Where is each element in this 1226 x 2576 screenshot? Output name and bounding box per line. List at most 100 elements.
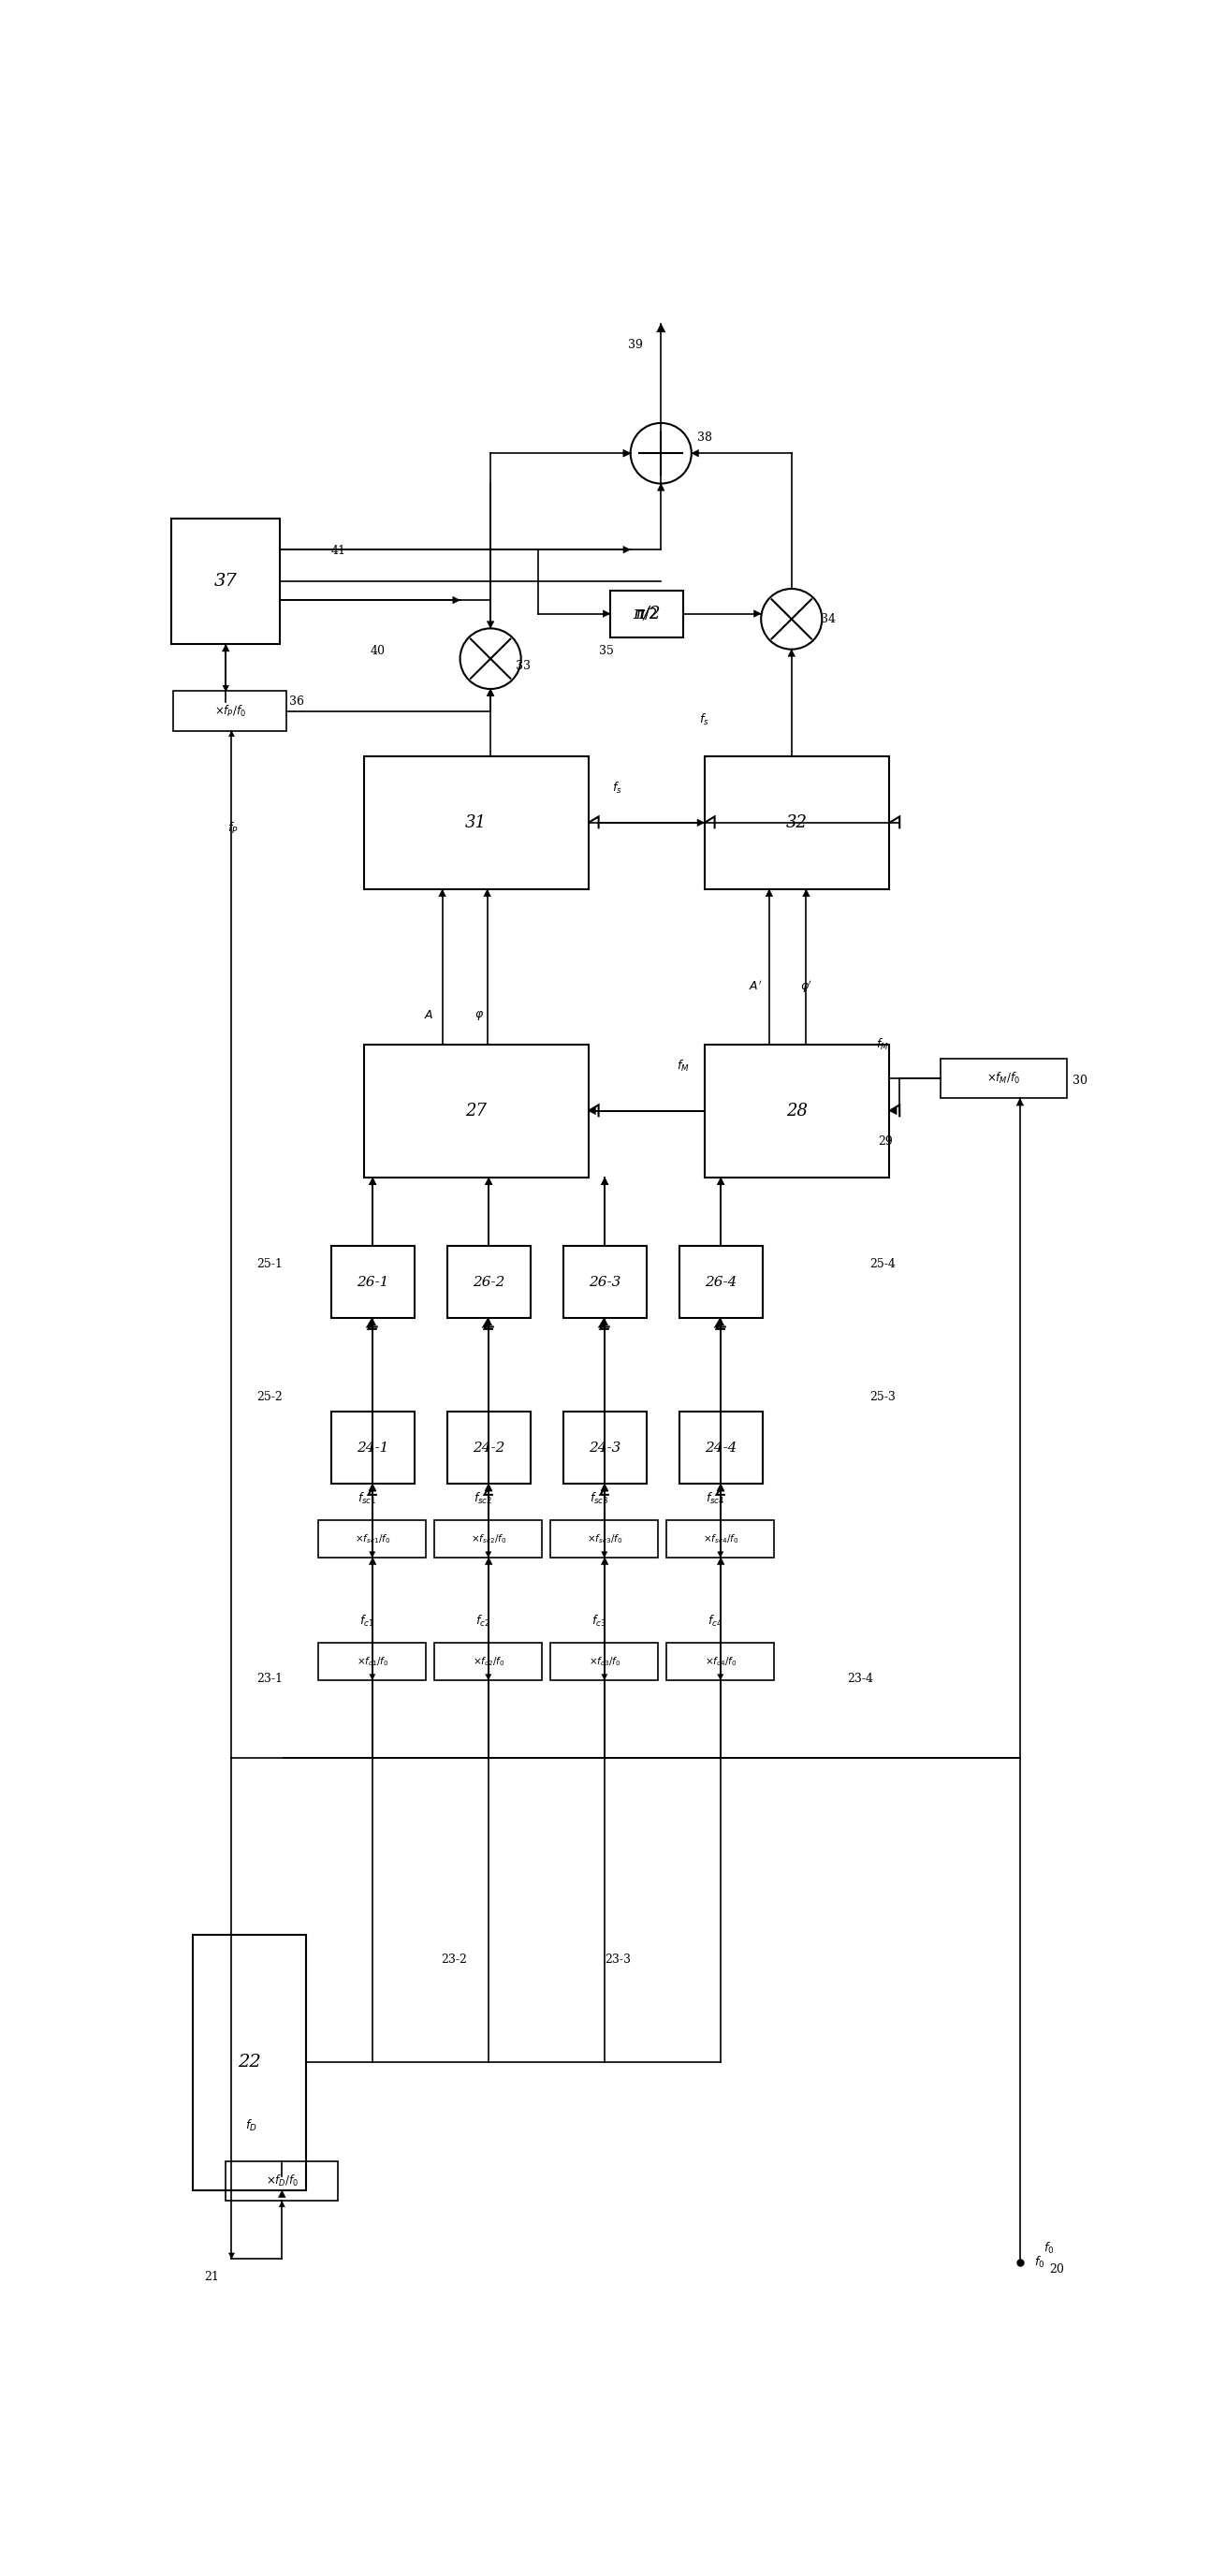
Polygon shape <box>623 451 630 456</box>
Text: 29: 29 <box>879 1136 894 1149</box>
Text: 20: 20 <box>1048 2264 1064 2275</box>
Text: 35: 35 <box>600 647 614 657</box>
Text: $f_M$: $f_M$ <box>677 1059 689 1074</box>
Text: $A$: $A$ <box>424 1010 434 1023</box>
Polygon shape <box>601 1319 608 1327</box>
Polygon shape <box>765 889 772 896</box>
Text: 32: 32 <box>786 814 808 832</box>
Text: $f_{sc4}$: $f_{sc4}$ <box>706 1492 725 1507</box>
Polygon shape <box>229 732 234 737</box>
Bar <box>705 1043 889 1177</box>
Text: 24-4: 24-4 <box>705 1443 737 1455</box>
Text: 24-3: 24-3 <box>588 1443 620 1455</box>
Text: 24-1: 24-1 <box>357 1443 389 1455</box>
Polygon shape <box>369 1551 375 1558</box>
Text: $\times f_P/f_0$: $\times f_P/f_0$ <box>213 703 245 719</box>
Bar <box>447 1412 531 1484</box>
Polygon shape <box>717 1558 725 1564</box>
Text: 23-2: 23-2 <box>441 1953 467 1965</box>
Text: 30: 30 <box>1073 1074 1087 1087</box>
Polygon shape <box>485 1674 492 1680</box>
Bar <box>226 2161 338 2200</box>
Text: 23-4: 23-4 <box>847 1672 873 1685</box>
Polygon shape <box>369 1484 376 1492</box>
Text: $f_{sc2}$: $f_{sc2}$ <box>473 1492 493 1507</box>
Polygon shape <box>487 688 494 696</box>
Polygon shape <box>223 685 229 690</box>
Text: $f_{sc3}$: $f_{sc3}$ <box>590 1492 609 1507</box>
Polygon shape <box>280 2200 284 2208</box>
Polygon shape <box>601 1177 608 1185</box>
Text: $f_{sc1}$: $f_{sc1}$ <box>358 1492 376 1507</box>
Polygon shape <box>485 1177 493 1185</box>
Bar <box>563 1412 646 1484</box>
Bar <box>319 1643 425 1680</box>
Polygon shape <box>717 1674 723 1680</box>
Polygon shape <box>278 2190 286 2197</box>
Bar <box>611 590 683 636</box>
Bar <box>194 1935 305 2190</box>
Text: $\varphi'$: $\varphi'$ <box>799 979 812 994</box>
Text: 23-3: 23-3 <box>604 1953 630 1965</box>
Polygon shape <box>601 1484 608 1492</box>
Text: $\times f_{c1}/f_0$: $\times f_{c1}/f_0$ <box>356 1654 389 1667</box>
Bar <box>563 1247 646 1319</box>
Polygon shape <box>601 1484 608 1492</box>
Bar <box>172 518 281 644</box>
Text: 41: 41 <box>331 544 346 556</box>
Text: 37: 37 <box>215 572 238 590</box>
Bar <box>940 1059 1067 1097</box>
Polygon shape <box>487 621 494 629</box>
Bar <box>435 1643 542 1680</box>
Polygon shape <box>717 1551 723 1558</box>
Bar <box>611 590 683 636</box>
Text: 26-4: 26-4 <box>705 1275 737 1288</box>
Polygon shape <box>623 546 630 554</box>
Text: $f_{c3}$: $f_{c3}$ <box>592 1613 607 1628</box>
Text: 40: 40 <box>370 647 386 657</box>
Bar <box>319 1520 425 1558</box>
Polygon shape <box>691 451 699 456</box>
Polygon shape <box>698 819 705 827</box>
Text: $\times f_{sc2}/f_0$: $\times f_{sc2}/f_0$ <box>471 1533 506 1546</box>
Bar <box>364 755 588 889</box>
Bar <box>667 1520 774 1558</box>
Text: $f_s$: $f_s$ <box>613 781 623 796</box>
Polygon shape <box>717 1319 725 1327</box>
Polygon shape <box>602 1551 607 1558</box>
Text: $f_D$: $f_D$ <box>245 2117 257 2133</box>
Polygon shape <box>369 1177 376 1185</box>
Polygon shape <box>485 1551 492 1558</box>
Polygon shape <box>487 688 494 696</box>
Bar <box>705 755 889 889</box>
Bar <box>667 1643 774 1680</box>
Text: 33: 33 <box>516 659 531 672</box>
Bar <box>331 1247 414 1319</box>
Polygon shape <box>485 1484 493 1492</box>
Text: 25-1: 25-1 <box>256 1257 282 1270</box>
Text: $\times f_{c3}/f_0$: $\times f_{c3}/f_0$ <box>588 1654 620 1667</box>
Polygon shape <box>369 1484 376 1492</box>
Text: $f_0$: $f_0$ <box>1035 2254 1046 2269</box>
Text: 25-3: 25-3 <box>869 1391 895 1404</box>
Text: 26-1: 26-1 <box>357 1275 389 1288</box>
Polygon shape <box>588 1108 596 1115</box>
Polygon shape <box>1016 1097 1024 1105</box>
Polygon shape <box>754 611 761 618</box>
Text: $\times f_{sc4}/f_0$: $\times f_{sc4}/f_0$ <box>702 1533 738 1546</box>
Polygon shape <box>717 1177 725 1185</box>
Text: $f_0$: $f_0$ <box>1043 2241 1054 2257</box>
Polygon shape <box>603 611 611 618</box>
Bar <box>447 1247 531 1319</box>
Text: 22: 22 <box>238 2053 261 2071</box>
Polygon shape <box>602 1674 607 1680</box>
Text: $\times f_{c4}/f_0$: $\times f_{c4}/f_0$ <box>704 1654 737 1667</box>
Polygon shape <box>229 2254 234 2259</box>
Bar <box>331 1412 414 1484</box>
Text: 26-3: 26-3 <box>588 1275 620 1288</box>
Bar <box>364 1043 588 1177</box>
Text: 27: 27 <box>465 1103 487 1121</box>
Polygon shape <box>223 685 229 690</box>
Text: $f_{c1}$: $f_{c1}$ <box>359 1613 375 1628</box>
Polygon shape <box>222 644 229 652</box>
